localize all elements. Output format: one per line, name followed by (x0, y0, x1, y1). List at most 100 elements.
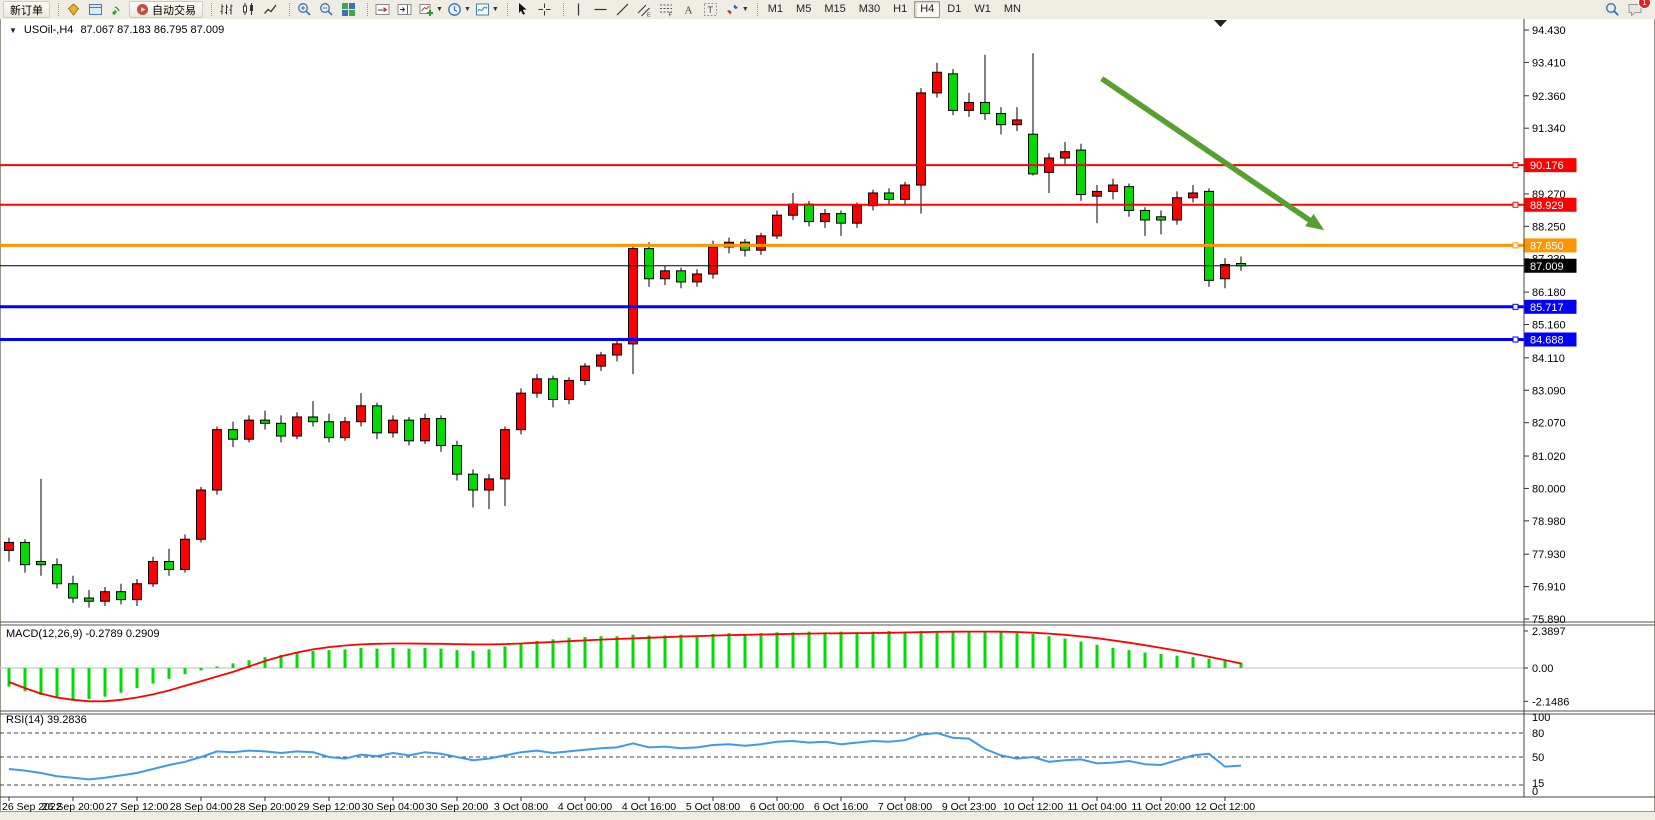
candlestick-chart-icon[interactable] (238, 0, 259, 19)
crosshair-icon[interactable] (534, 0, 555, 19)
svg-text:82.070: 82.070 (1532, 418, 1566, 430)
svg-text:86.180: 86.180 (1532, 287, 1566, 299)
chart-collapse-icon[interactable]: ▼ (9, 25, 17, 35)
svg-text:80.000: 80.000 (1532, 483, 1566, 495)
toolbar-grip (362, 3, 368, 16)
profiles-icon[interactable] (63, 0, 84, 19)
svg-text:F: F (668, 13, 672, 18)
svg-text:-2.1486: -2.1486 (1532, 696, 1569, 708)
svg-text:50: 50 (1532, 752, 1544, 764)
signal-icon[interactable] (107, 0, 128, 19)
cursor-icon[interactable] (512, 0, 533, 19)
svg-text:7 Oct 08:00: 7 Oct 08:00 (878, 801, 932, 813)
timeframe-buttons: M1 M5 M15 M30 H1 H4 D1 W1 MN (762, 1, 1027, 18)
svg-text:E: E (647, 13, 651, 18)
templates-caret[interactable]: ▼ (491, 6, 499, 13)
timeframe-button-d1[interactable]: D1 (947, 3, 962, 15)
periods-caret[interactable]: ▼ (463, 6, 471, 13)
equidistant-channel-icon[interactable]: E (634, 0, 655, 19)
chart-ohlc-values: 87.067 87.183 86.795 87.009 (80, 24, 225, 36)
arrows-tool-icon[interactable] (722, 0, 743, 19)
toolbar-grip (558, 3, 564, 16)
auto-trading-button[interactable]: 自动交易 (129, 1, 203, 18)
svg-text:0: 0 (1532, 786, 1538, 798)
text-icon[interactable]: A (678, 0, 699, 19)
macd-panel: MACD(12,26,9) -0.2789 0.2909 (0, 628, 1524, 703)
svg-text:92.360: 92.360 (1532, 91, 1566, 103)
rsi-label: RSI(14) 39.2836 (6, 714, 87, 726)
svg-text:87.009: 87.009 (1530, 261, 1564, 273)
line-handle[interactable] (1512, 303, 1519, 310)
svg-text:15: 15 (1532, 778, 1544, 790)
timeframe-button-h1[interactable]: H1 (893, 3, 908, 15)
svg-text:94.430: 94.430 (1532, 25, 1566, 37)
svg-text:4 Oct 16:00: 4 Oct 16:00 (622, 801, 676, 813)
arrows-caret[interactable]: ▼ (741, 6, 749, 13)
timeframe-button-m5[interactable]: M5 (796, 3, 812, 15)
timeframe-button-m1[interactable]: M1 (767, 3, 784, 15)
svg-text:84.110: 84.110 (1532, 353, 1565, 365)
price-axis[interactable]: 94.43093.41092.36091.34089.27088.25087.2… (1523, 18, 1569, 798)
add-indicator-icon[interactable] (416, 0, 437, 19)
search-icon[interactable] (1602, 0, 1623, 19)
line-handle[interactable] (1512, 162, 1519, 169)
trend-arrow[interactable] (1100, 76, 1325, 231)
text-label-icon[interactable]: T (700, 0, 721, 19)
svg-text:6 Oct 00:00: 6 Oct 00:00 (750, 801, 804, 813)
timeframe-button-m15[interactable]: M15 (824, 3, 846, 15)
notifications-button[interactable]: 1 (1624, 0, 1651, 20)
trendline-icon[interactable] (612, 0, 633, 19)
svg-text:11 Oct 20:00: 11 Oct 20:00 (1131, 801, 1191, 813)
periods-clock-icon[interactable] (444, 0, 465, 19)
svg-text:28 Sep 04:00: 28 Sep 04:00 (170, 801, 233, 813)
line-handle[interactable] (1512, 336, 1519, 343)
add-indicator-caret[interactable]: ▼ (436, 6, 443, 13)
templates-icon[interactable] (472, 0, 493, 19)
svg-text:84.688: 84.688 (1530, 335, 1564, 347)
svg-text:88.929: 88.929 (1530, 200, 1564, 212)
toolbar-grip (206, 3, 212, 16)
svg-text:88.250: 88.250 (1532, 221, 1566, 233)
timeframe-button-h4[interactable]: H4 (914, 1, 941, 18)
window-layout-icon[interactable] (85, 0, 106, 19)
notification-badge: 1 (1638, 0, 1651, 9)
chart-shift-icon[interactable] (394, 0, 415, 19)
chart-title-row: ▼ USOil-,H4 87.067 87.183 86.795 87.009 (9, 24, 224, 36)
vertical-line-icon[interactable] (568, 0, 589, 19)
zoom-in-icon[interactable] (294, 0, 315, 19)
timeframe-button-mn[interactable]: MN (1003, 3, 1021, 15)
svg-text:26 Sep 20:00: 26 Sep 20:00 (42, 801, 105, 813)
chart-shift-marker[interactable] (1214, 20, 1227, 27)
toolbar-grip (752, 3, 758, 16)
timeframe-button-m30[interactable]: M30 (858, 3, 881, 15)
svg-text:11 Oct 04:00: 11 Oct 04:00 (1067, 801, 1127, 813)
svg-text:29 Sep 12:00: 29 Sep 12:00 (298, 801, 361, 813)
bar-chart-icon[interactable] (216, 0, 237, 19)
macd-label: MACD(12,26,9) -0.2789 0.2909 (6, 628, 159, 640)
zoom-out-icon[interactable] (316, 0, 337, 19)
svg-text:26 Sep 2022: 26 Sep 2022 (2, 801, 62, 813)
svg-text:A: A (684, 5, 692, 17)
auto-scroll-icon[interactable] (372, 0, 393, 19)
timeframe-button-w1[interactable]: W1 (974, 3, 991, 15)
price-badges: 90.176 88.929 87.650 85.717 84.688 87.009 (1524, 158, 1577, 347)
horizontal-line-icon[interactable] (590, 0, 611, 19)
line-chart-icon[interactable] (260, 0, 281, 19)
line-handle[interactable] (1512, 201, 1519, 208)
line-handle[interactable] (1512, 242, 1519, 249)
svg-text:2.3897: 2.3897 (1532, 626, 1566, 638)
horizontal-price-lines[interactable] (0, 162, 1524, 343)
new-order-button[interactable]: 新订单 (3, 1, 50, 18)
tile-windows-icon[interactable] (338, 0, 359, 19)
svg-text:87.650: 87.650 (1530, 240, 1564, 252)
main-toolbar: 新订单 自动交易 ▼ ▼ ▼ E F A T ▼ M1 M5 M15 M30 H1 H4 D… (0, 0, 1655, 19)
panel-separators[interactable] (0, 621, 1655, 715)
svg-text:93.410: 93.410 (1532, 57, 1566, 69)
toolbar-grip (284, 3, 290, 16)
svg-text:85.717: 85.717 (1530, 302, 1564, 314)
svg-text:0.00: 0.00 (1532, 663, 1553, 675)
svg-text:T: T (707, 5, 713, 15)
fibonacci-icon[interactable]: F (656, 0, 677, 19)
